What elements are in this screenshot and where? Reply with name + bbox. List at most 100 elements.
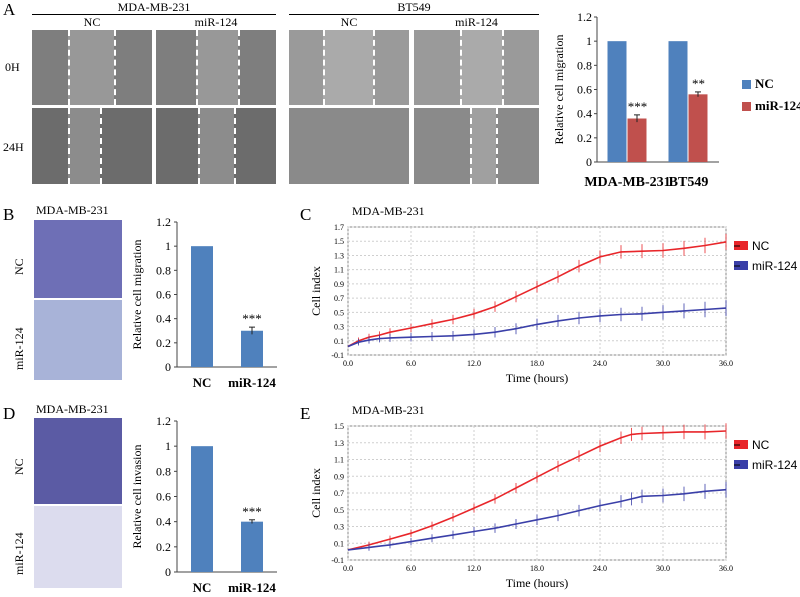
wound-image-mda-nc-24h	[32, 108, 152, 184]
legend-label-nc: NC	[755, 76, 774, 91]
panel-label-c: C	[300, 205, 312, 224]
group-title-mda-a: MDA-MB-231	[117, 0, 191, 14]
transwell-image-nc	[34, 220, 122, 298]
x-tick-label: 18.0	[530, 564, 544, 573]
y-tick-label: 0.5	[334, 308, 344, 317]
wound-image-mda-mir-0h	[156, 30, 276, 105]
y-tick-label: 0.4	[156, 515, 171, 529]
transwell-image-mir	[34, 300, 122, 380]
col-label-nc: NC	[340, 15, 358, 29]
chart-e-rtca-invasion: -0.1 0.1 0.3 0.5 0.7 0.9 1.1 1.3 1.5 0.0 6.0 12.0 18…	[309, 422, 798, 590]
col-label-mir: miR-124	[194, 15, 238, 29]
y-tick-label: 0.5	[334, 506, 344, 515]
row-label-mir: miR-124	[12, 327, 26, 370]
chart-a-migration-bar: 0 0.2 0.4 0.6 0.8 1 1.2 Relative cell migration…	[552, 10, 800, 190]
y-tick-label: 0.6	[577, 83, 592, 97]
y-tick-label: 0.7	[334, 489, 344, 498]
legend-swatch-nc	[742, 80, 751, 89]
panel-label-d: D	[3, 404, 16, 423]
chart-b-migration-bar: 0 0.2 0.4 0.6 0.8 1 1.2 Relative cell migration…	[130, 215, 277, 390]
x-category-label: MDA-MB-231	[584, 175, 670, 190]
y-tick-label: 0.3	[334, 323, 344, 332]
y-tick-label: 1.2	[577, 10, 592, 24]
y-tick-label: 1.5	[334, 237, 344, 246]
chart-c-rtca-migration: -0.1 0.1 0.3 0.5 0.7 0.9 1.1 1.3 1.5 1.7 0.0 6.0 12.…	[309, 223, 798, 385]
line-nc	[347, 430, 727, 551]
legend-swatch-mir-124	[742, 102, 751, 111]
y-axis-label: Relative cell migration	[130, 240, 144, 350]
y-tick-label: 1.1	[334, 456, 344, 465]
col-label-mir: miR-124	[455, 15, 498, 29]
wound-image-mda-mir-24h	[156, 108, 276, 184]
x-tick-label: 30.0	[656, 359, 670, 368]
row-label-0h: 0H	[5, 60, 20, 74]
x-tick-label: 0.0	[343, 564, 353, 573]
y-tick-label: 0.6	[156, 490, 171, 504]
y-tick-label: 0.7	[334, 294, 344, 303]
wound-image-bt549-nc-24h	[289, 108, 409, 184]
legend-swatch-nc	[734, 241, 748, 250]
significance-label: ***	[242, 311, 262, 326]
y-tick-label: 0.2	[577, 131, 592, 145]
x-category-label: BT549	[669, 175, 709, 190]
bar-nc-bt549	[668, 41, 688, 162]
x-category-label: miR-124	[228, 375, 276, 390]
legend-label-mir-124: miR-124	[752, 259, 798, 273]
panel-label-e: E	[300, 404, 311, 423]
y-tick-label: -0.1	[331, 351, 344, 360]
x-category-label: NC	[193, 375, 212, 390]
x-tick-label: 30.0	[656, 564, 670, 573]
y-tick-label: 0.3	[334, 523, 344, 532]
y-tick-label: 1	[586, 34, 592, 48]
y-axis-label: Cell index	[309, 468, 323, 518]
y-tick-label: 1	[165, 239, 171, 253]
bar-nc	[191, 246, 213, 367]
wound-image-mda-nc-0h	[32, 30, 152, 105]
y-tick-label: -0.1	[331, 556, 344, 565]
wound-image-bt549-nc-0h	[289, 30, 409, 105]
col-label-nc: NC	[83, 15, 101, 29]
x-category-label: NC	[193, 580, 212, 595]
legend-swatch-mir-124	[734, 460, 748, 469]
panel-e-title: MDA-MB-231	[352, 403, 425, 417]
row-label-mir: miR-124	[12, 532, 26, 575]
line-mir-124	[347, 488, 727, 551]
bar-mir-124	[241, 521, 263, 572]
bar-mir-124-mda-mb-231	[627, 118, 647, 162]
chart-d-invasion-bar: 0 0.2 0.4 0.6 0.8 1 1.2 Relative cell invasion N…	[130, 414, 277, 595]
row-label-nc: NC	[12, 258, 26, 275]
x-axis-label: Time (hours)	[506, 371, 569, 385]
y-tick-label: 1.3	[334, 439, 344, 448]
bar-nc	[191, 446, 213, 572]
legend-swatch-mir-124	[734, 261, 748, 270]
y-tick-label: 0.9	[334, 472, 344, 481]
panel-b-title: MDA-MB-231	[36, 203, 109, 217]
significance-label: ***	[242, 504, 262, 519]
panel-label-b: B	[3, 205, 15, 224]
group-underline	[289, 14, 539, 15]
y-tick-label: 1.7	[334, 223, 344, 232]
x-tick-label: 18.0	[530, 359, 544, 368]
row-label-24h: 24H	[3, 140, 24, 154]
bar-mir-124	[241, 330, 263, 367]
significance-label: **	[692, 76, 705, 91]
y-tick-label: 1.3	[334, 251, 344, 260]
y-tick-label: 1.1	[334, 266, 344, 275]
y-tick-label: 1.2	[156, 414, 171, 428]
y-tick-label: 0.6	[156, 288, 171, 302]
group-underline	[32, 14, 276, 15]
y-tick-label: 0.1	[334, 337, 344, 346]
group-title-bt549-a: BT549	[397, 0, 431, 14]
x-tick-label: 12.0	[467, 359, 481, 368]
transwell-image-nc	[34, 418, 122, 504]
y-tick-label: 0.4	[577, 107, 592, 121]
legend-label-mir-124: miR-124	[752, 458, 798, 472]
y-tick-label: 0.4	[156, 312, 171, 326]
x-axis-label: Time (hours)	[506, 576, 569, 590]
x-tick-label: 0.0	[343, 359, 353, 368]
y-tick-label: 0.2	[156, 336, 171, 350]
x-tick-label: 24.0	[593, 359, 607, 368]
wound-image-bt549-mir-24h	[414, 108, 539, 184]
y-tick-label: 0.8	[156, 464, 171, 478]
y-tick-label: 1	[165, 439, 171, 453]
